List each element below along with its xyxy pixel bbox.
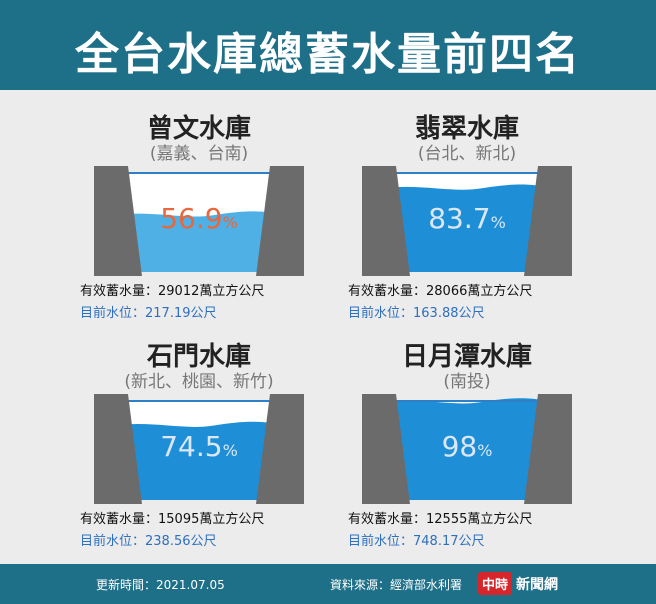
dam-wall-left [362, 166, 410, 276]
water-level: 目前水位：748.17公尺 [348, 534, 485, 549]
effective-capacity: 有效蓄水量：15095萬立方公尺 [80, 512, 265, 527]
percentage-value: 83.7 [428, 202, 490, 235]
dam-wall-left [94, 394, 142, 504]
percentage-symbol: % [477, 441, 492, 460]
fill-percentage: 83.7% [428, 202, 506, 235]
reservoir-name: 翡翠水庫 [414, 114, 519, 144]
reservoir-name: 曾文水庫 [146, 114, 251, 144]
water-fill [382, 398, 552, 500]
fill-percentage: 98% [442, 430, 493, 463]
update-time: 更新時間：2021.07.05 [96, 578, 225, 592]
dam-wall-right [524, 394, 572, 504]
water-level: 目前水位：238.56公尺 [80, 534, 217, 549]
percentage-value: 74.5 [160, 430, 222, 463]
reservoir-card-feitsui: 翡翠水庫 (台北、新北) 83.7% 有效蓄水量：28066萬立方公尺 目前水位… [348, 108, 656, 328]
water-level: 目前水位：163.88公尺 [348, 306, 485, 321]
reservoir-region: (台北、新北) [417, 144, 517, 164]
percentage-symbol: % [223, 441, 238, 460]
reservoir-region: (南投) [443, 372, 491, 392]
percentage-value: 56.9 [160, 202, 222, 235]
fill-percentage: 56.9% [160, 202, 238, 235]
footer-bar: 更新時間：2021.07.05 資料來源：經濟部水利署 中時 新聞網 [0, 564, 656, 604]
reservoir-card-sunmoonlake: 日月潭水庫 (南投) 98% 有效蓄水量：12555萬立方公尺 目前水位：748… [348, 336, 656, 556]
reservoir-graphic: 98% [362, 394, 572, 504]
effective-capacity: 有效蓄水量：29012萬立方公尺 [80, 284, 265, 299]
effective-capacity: 有效蓄水量：12555萬立方公尺 [348, 512, 533, 527]
page-title: 全台水庫總蓄水量前四名 [75, 29, 581, 80]
dam-wall-right [524, 166, 572, 276]
data-source: 資料來源：經濟部水利署 [330, 578, 463, 592]
water-fill [114, 211, 284, 272]
reservoir-name: 石門水庫 [146, 342, 251, 372]
reservoir-region: (嘉義、台南) [149, 144, 249, 164]
header-banner: 全台水庫總蓄水量前四名 [0, 0, 656, 90]
logo-mark: 中時 [478, 572, 513, 595]
fill-percentage: 74.5% [160, 430, 238, 463]
percentage-symbol: % [223, 213, 238, 232]
reservoir-graphic: 56.9% [94, 166, 304, 276]
logo-text: 新聞網 [516, 576, 559, 593]
reservoir-card-shimen: 石門水庫 (新北、桃園、新竹) 74.5% 有效蓄水量：15095萬立方公尺 目… [80, 336, 394, 556]
reservoir-card-zengwen: 曾文水庫 (嘉義、台南) 56.9% 有效蓄水量：29012萬立方公尺 目前水位… [80, 108, 394, 328]
reservoir-graphic: 83.7% [362, 166, 572, 276]
water-level: 目前水位：217.19公尺 [80, 306, 217, 321]
percentage-value: 98 [442, 430, 478, 463]
dam-wall-right [256, 166, 304, 276]
dam-wall-left [94, 166, 142, 276]
effective-capacity: 有效蓄水量：28066萬立方公尺 [348, 284, 533, 299]
water-fill [114, 421, 284, 500]
reservoir-graphic: 74.5% [94, 394, 304, 504]
percentage-symbol: % [491, 213, 506, 232]
water-fill [382, 184, 552, 272]
dam-wall-left [362, 394, 410, 504]
reservoir-name: 日月潭水庫 [401, 342, 532, 372]
publisher-logo: 中時 新聞網 [478, 572, 558, 595]
reservoir-region: (新北、桃園、新竹) [124, 372, 274, 392]
dam-wall-right [256, 394, 304, 504]
